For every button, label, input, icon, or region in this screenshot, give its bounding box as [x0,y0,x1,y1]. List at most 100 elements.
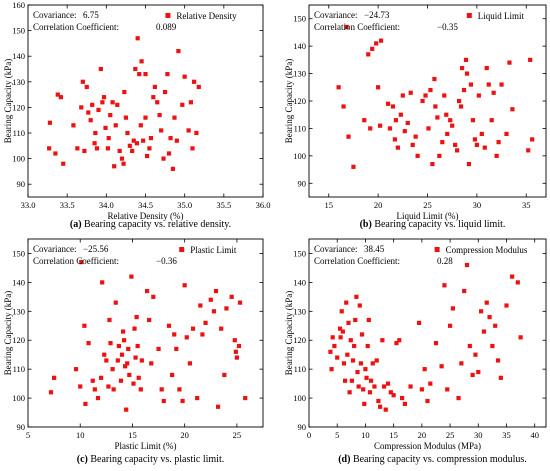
data-point [402,401,408,406]
data-point [479,309,484,314]
data-point [137,72,142,77]
y-axis-title: Bearing Capacity (kPa) [3,59,13,143]
data-point [442,93,447,98]
data-point [172,115,177,120]
x-tick-label: 33.0 [21,200,36,210]
data-point [496,140,501,145]
data-point [490,343,495,349]
data-point [515,280,520,285]
data-point [161,398,166,404]
data-point [395,145,400,150]
legend-label: Plastic Limit [190,245,237,255]
data-point [113,123,118,128]
data-point [131,138,136,143]
data-point [444,112,449,117]
data-point [92,141,97,146]
data-point [332,343,337,349]
data-point [450,123,455,128]
covariance-label: Covariance: [33,244,76,254]
data-point [343,378,348,383]
x-tick-label: 10 [76,430,85,440]
data-point [144,288,150,294]
data-point [442,283,447,288]
data-point [491,90,496,95]
data-point [433,341,439,346]
data-point [425,398,430,404]
data-point [383,407,388,412]
data-point [457,98,462,104]
data-point [344,300,349,305]
data-point [430,161,435,167]
data-point [110,367,115,372]
data-point [448,118,453,123]
y-tick-label: 130 [12,306,25,316]
y-tick-label: 130 [293,69,306,79]
data-point [350,358,356,363]
data-point [168,136,173,141]
x-tick-label: 25 [233,430,242,440]
data-point [476,369,481,375]
correlation-label: Correlation Coefficient: [314,22,400,32]
data-point [410,142,415,147]
data-point [374,358,379,363]
data-point [112,164,117,169]
y-tick-label: 110 [294,364,306,374]
data-point [116,343,121,349]
data-point [376,398,381,404]
data-point [224,306,229,311]
data-point [364,375,369,380]
data-point [486,82,491,87]
data-point [108,341,113,346]
data-point [405,120,410,126]
data-point [75,146,80,151]
data-point [456,395,461,401]
caption-description: Bearing capacity vs. compression modulus… [350,454,526,465]
data-point [176,48,181,54]
data-point [73,367,79,372]
data-point [329,367,334,372]
data-point [129,274,134,279]
data-point [459,361,464,366]
data-point [170,166,176,171]
covariance-value: 6.75 [83,10,99,20]
data-point [104,358,109,363]
data-point [459,65,465,71]
y-tick-label: 100 [293,393,306,403]
data-point [494,153,499,158]
correlation-value: 0.089 [156,22,177,32]
data-point [170,372,175,378]
data-point [507,60,512,65]
data-point [510,107,515,112]
data-point [428,87,433,93]
y-tick-label: 150 [293,248,306,258]
data-point [233,349,238,354]
data-point [499,82,504,87]
data-point [498,375,503,380]
data-point [390,104,396,109]
data-point [487,314,492,320]
caption-panel-letter: (d) [338,454,350,465]
data-point [363,367,368,372]
data-point [426,126,431,131]
y-axis-title: Bearing Capacity (kPa) [3,291,13,375]
caption-panel-letter: (c) [77,454,88,465]
plot-frame [308,238,547,428]
data-point [108,112,113,118]
data-point [203,320,208,325]
data-point [82,148,87,154]
legend-label: Relative Density [176,11,237,21]
data-point [127,143,132,148]
data-point [476,93,481,98]
plot-frame [27,4,264,198]
data-point [349,378,354,383]
data-point [356,384,361,389]
data-point [117,148,122,154]
data-point [47,146,52,151]
data-point [482,145,487,150]
legend-label: Compression Modulus [446,245,528,255]
data-point [387,126,393,131]
data-point [90,102,95,107]
data-point [433,104,438,109]
data-point [152,84,157,90]
